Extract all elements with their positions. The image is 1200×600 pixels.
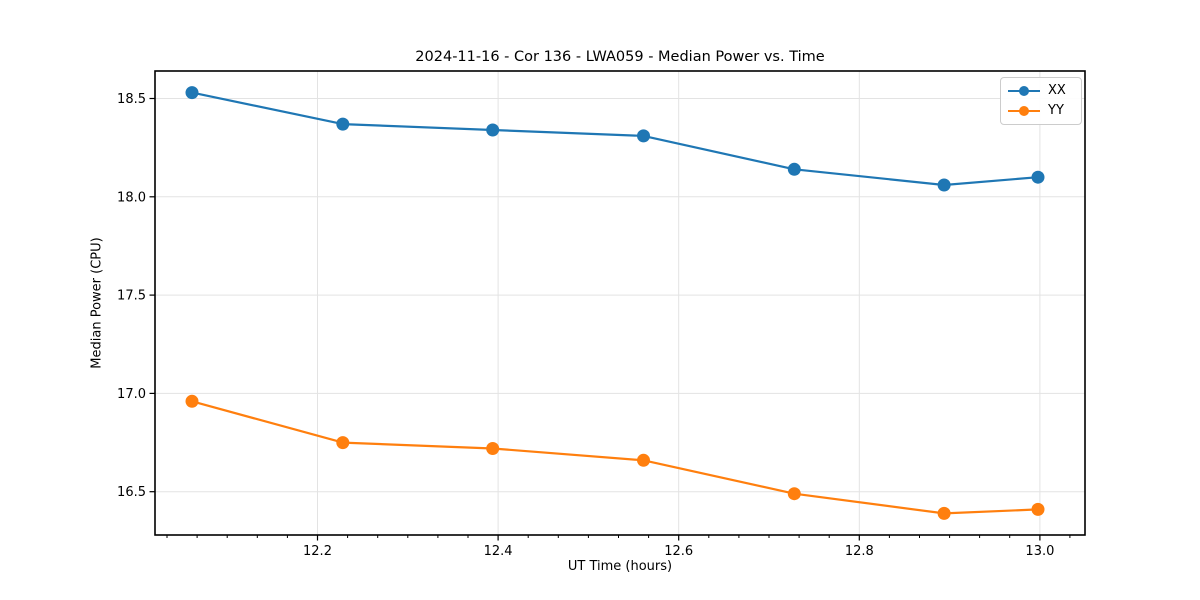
legend-entry-yy: YY (1008, 103, 1073, 119)
y-tick-label: 18.0 (117, 190, 146, 205)
data-point-yy (787, 487, 801, 501)
data-point-yy (336, 436, 350, 450)
data-point-xx (1031, 170, 1045, 184)
data-point-yy (486, 442, 500, 455)
y-axis-ticks: 16.5 17.0 17.5 18.0 18.5 (117, 92, 155, 500)
data-point-xx (637, 129, 650, 143)
chart-title: 2024-11-16 - Cor 136 - LWA059 - Median P… (415, 49, 825, 65)
x-axis-ticks: 12.2 12.4 12.6 12.8 13.0 (303, 535, 1054, 559)
data-point-xx (787, 162, 801, 176)
axes-box (154, 70, 1086, 536)
x-tick-label: 12.2 (303, 544, 332, 559)
x-tick-label: 13.0 (1025, 544, 1054, 559)
data-point-xx (937, 178, 951, 192)
data-point-yy (637, 453, 650, 467)
legend-entry-xx: XX (1008, 83, 1073, 99)
y-axis-title: Median Power (CPU) (89, 237, 105, 369)
data-point-yy (1031, 502, 1045, 516)
x-tick-label: 12.6 (664, 544, 693, 559)
x-axis-title: UT Time (hours) (567, 559, 673, 574)
data-point-xx (336, 117, 350, 131)
series-xx (185, 86, 1045, 192)
data-point-xx (486, 123, 500, 137)
series-yy (185, 394, 1045, 520)
y-tick-label: 18.5 (117, 92, 146, 107)
data-point-yy (185, 394, 199, 408)
y-tick-label: 16.5 (117, 485, 146, 500)
legend-label-yy: YY (1048, 103, 1064, 118)
legend-label-xx: XX (1048, 83, 1066, 98)
data-point-yy (937, 506, 951, 520)
data-point-xx (185, 86, 199, 100)
x-tick-label: 12.4 (484, 544, 513, 559)
x-tick-label: 12.8 (845, 544, 874, 559)
grid-lines (155, 71, 1085, 535)
legend-line-marker-icon (1008, 105, 1040, 117)
y-tick-label: 17.0 (117, 387, 146, 402)
legend-line-marker-icon (1008, 85, 1040, 97)
legend: XX YY (1000, 77, 1082, 125)
y-tick-label: 17.5 (117, 289, 146, 304)
